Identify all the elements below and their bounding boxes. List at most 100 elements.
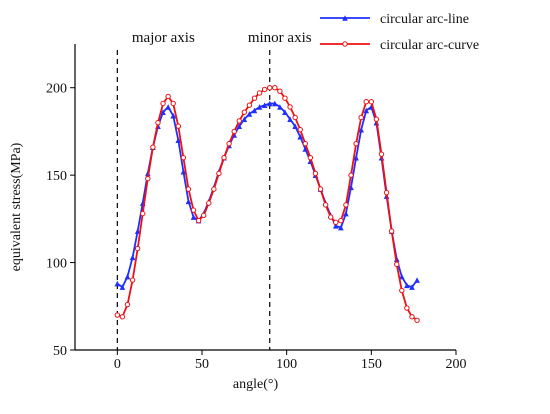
data-point	[221, 154, 227, 161]
x-axis-title: angle(°)	[233, 377, 279, 392]
data-point	[363, 99, 369, 105]
data-point	[124, 301, 131, 308]
axes: 0 50 100 150 200 50 100 150 200	[46, 44, 467, 372]
data-point	[287, 104, 293, 110]
data-point	[241, 109, 248, 115]
data-point	[266, 100, 273, 107]
legend-label: circular arc-curve	[380, 38, 479, 53]
data-point	[200, 212, 207, 219]
data-point	[272, 85, 278, 91]
x-tick-label: 0	[114, 357, 121, 372]
data-point	[246, 111, 253, 117]
x-tick-label: 50	[195, 357, 209, 372]
data-point	[190, 214, 197, 220]
data-point	[394, 261, 400, 268]
data-point	[256, 104, 263, 110]
data-point	[267, 85, 273, 91]
data-point	[140, 210, 146, 217]
data-point	[114, 312, 121, 318]
data-point	[119, 314, 126, 320]
data-point	[175, 137, 182, 143]
series-line	[117, 86, 418, 322]
data-point	[206, 200, 212, 206]
data-point	[261, 102, 268, 108]
y-axis-title: equivalent stress(MPa)	[9, 142, 24, 271]
data-point	[358, 126, 364, 133]
data-point	[358, 114, 364, 121]
data-point	[343, 210, 349, 217]
data-point	[246, 102, 253, 108]
data-point	[338, 217, 344, 224]
data-point	[404, 305, 410, 311]
data-point	[333, 219, 339, 226]
annotation-label: minor axis	[248, 30, 312, 46]
data-point	[353, 154, 359, 161]
data-point	[297, 126, 303, 133]
series-circular-arc-line	[114, 100, 420, 290]
data-point	[119, 284, 126, 290]
data-point	[312, 170, 319, 177]
x-tick-label: 200	[446, 357, 467, 372]
data-point	[129, 277, 136, 283]
series-line	[116, 102, 418, 289]
data-point	[378, 151, 385, 157]
y-tick-label: 50	[53, 344, 67, 359]
y-tick-label: 200	[46, 82, 67, 97]
data-point	[287, 116, 293, 122]
data-point	[383, 189, 390, 196]
data-point	[165, 104, 171, 110]
y-tick-label: 150	[46, 169, 67, 184]
data-point	[134, 228, 141, 234]
data-point	[175, 123, 181, 129]
data-point	[343, 202, 349, 208]
data-point	[399, 287, 405, 294]
data-point	[165, 93, 171, 100]
data-point	[134, 245, 141, 252]
data-point	[414, 317, 420, 323]
data-point	[190, 207, 197, 213]
data-point	[195, 217, 202, 224]
data-point	[292, 114, 298, 121]
data-point	[348, 184, 354, 191]
data-point	[292, 123, 298, 129]
data-point	[180, 168, 187, 175]
data-point	[277, 88, 283, 94]
series-circular-arc-curve	[114, 85, 420, 323]
data-point	[399, 273, 405, 280]
data-point	[302, 140, 308, 147]
data-point	[363, 107, 370, 114]
data-point	[302, 146, 309, 152]
legend-label: circular arc-line	[380, 12, 469, 27]
data-point	[124, 273, 131, 280]
data-point	[216, 170, 222, 177]
data-point	[338, 224, 344, 231]
data-point	[160, 109, 166, 115]
data-point	[185, 186, 192, 192]
data-point	[129, 254, 136, 261]
data-point	[282, 109, 288, 115]
data-point	[307, 154, 314, 161]
data-point	[251, 95, 258, 101]
data-point	[261, 86, 268, 93]
data-point	[256, 90, 263, 96]
data-point	[342, 15, 348, 21]
y-tick-label: 100	[46, 257, 67, 272]
data-point	[170, 100, 176, 107]
data-point	[317, 186, 324, 192]
data-point	[155, 119, 161, 126]
legend: circular arc-line circular arc-curve	[320, 12, 479, 53]
data-point	[282, 95, 288, 101]
data-point	[114, 280, 121, 287]
x-tick-label: 100	[276, 357, 297, 372]
data-point	[327, 214, 334, 220]
data-point	[236, 123, 243, 129]
data-point	[388, 228, 395, 234]
data-point	[353, 140, 359, 147]
data-point	[322, 202, 329, 208]
data-point	[160, 100, 166, 107]
data-point	[297, 133, 304, 140]
data-point	[226, 140, 232, 147]
data-point	[236, 118, 242, 124]
data-point	[414, 277, 420, 283]
